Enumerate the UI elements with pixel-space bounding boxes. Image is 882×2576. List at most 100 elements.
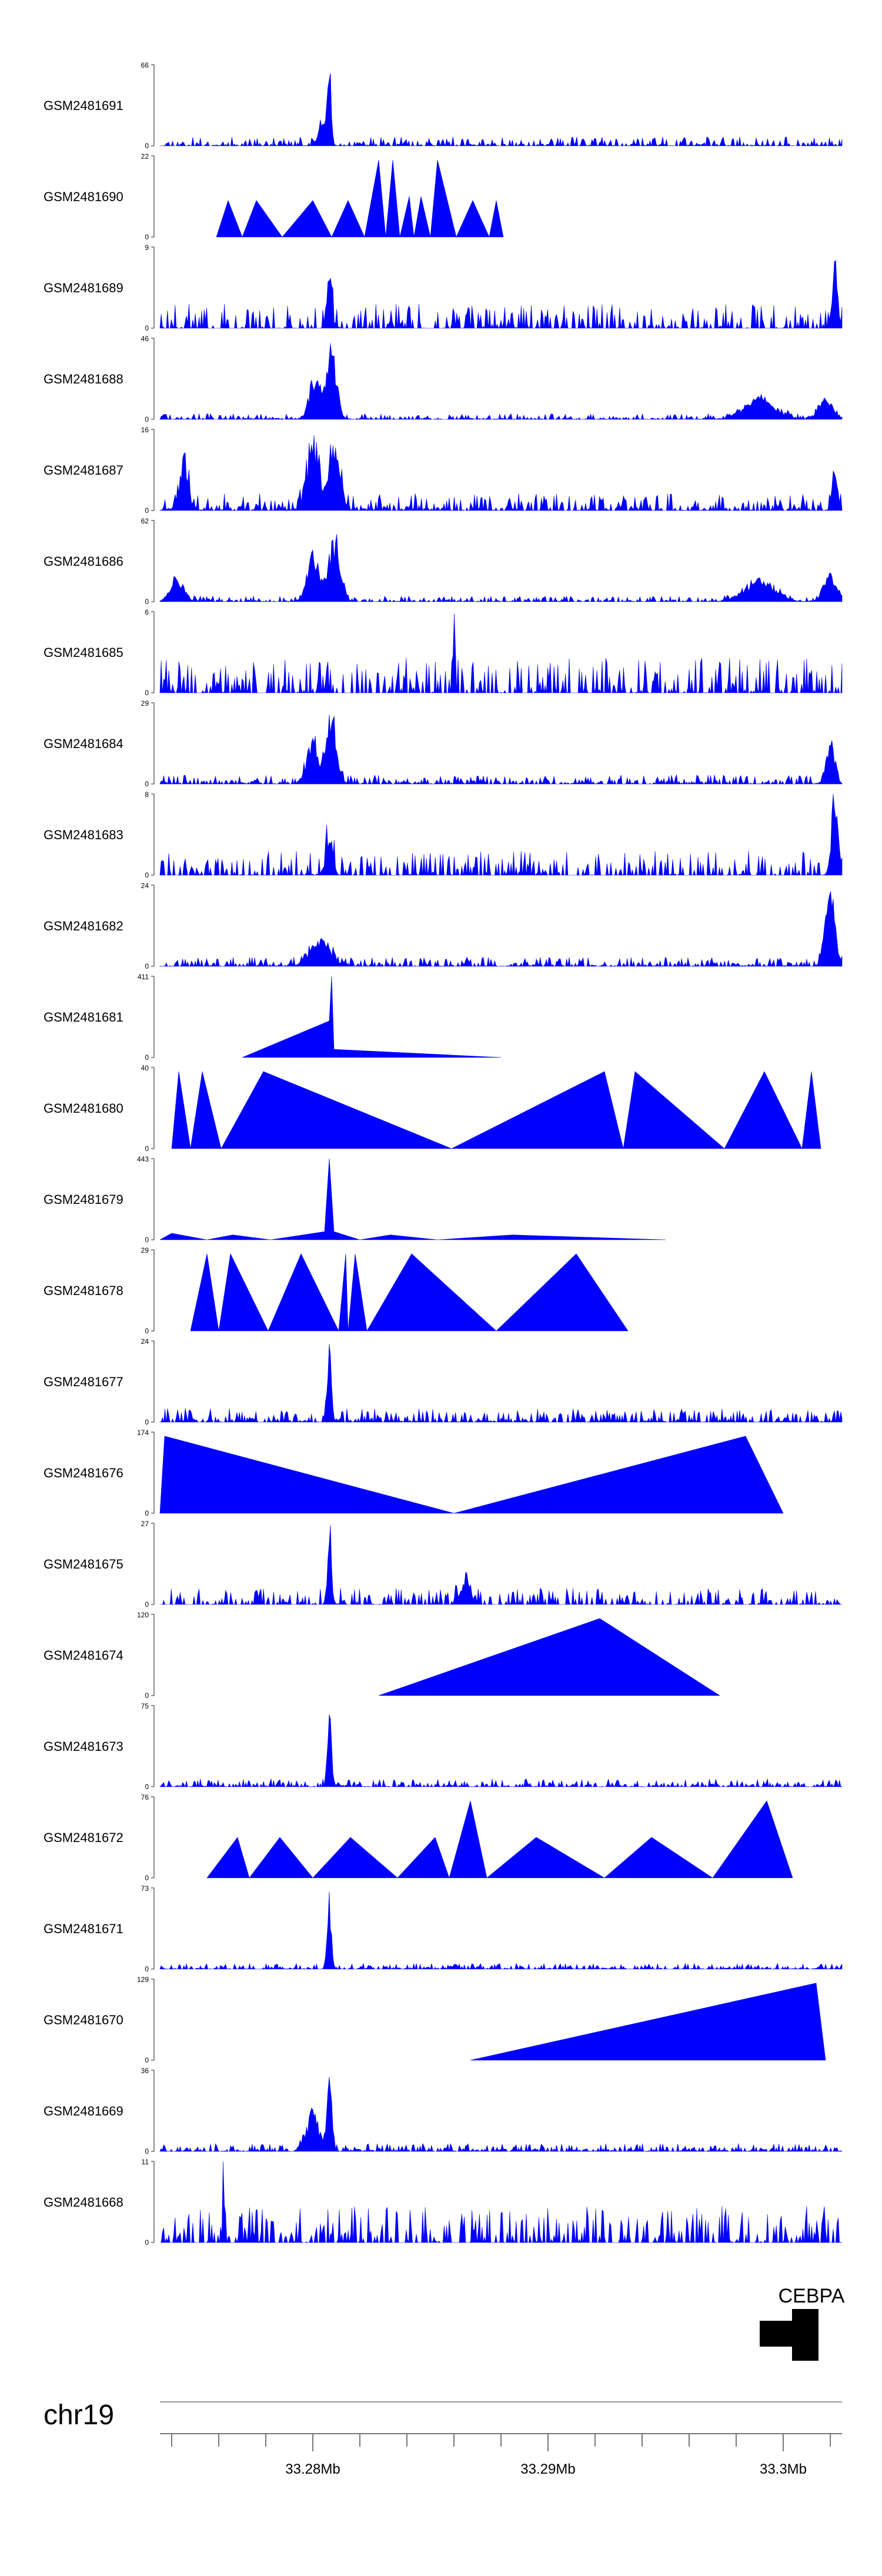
coverage-area xyxy=(159,534,843,603)
y-axis-max-label: 6 xyxy=(145,608,149,616)
track-label: GSM2481669 xyxy=(44,2104,123,2118)
track-label: GSM2481668 xyxy=(44,2195,123,2210)
track-label: GSM2481676 xyxy=(44,1466,123,1480)
y-axis-min-label: 0 xyxy=(145,506,149,515)
y-axis-min-label: 0 xyxy=(145,1874,149,1882)
y-axis-max-label: 8 xyxy=(145,790,149,799)
coverage-area xyxy=(159,793,843,876)
track-label: GSM2481670 xyxy=(44,2013,123,2027)
y-axis-min-label: 0 xyxy=(145,1327,149,1335)
track-GSM2481677: GSM2481677 24 0 xyxy=(44,1337,843,1426)
y-axis-max-label: 120 xyxy=(137,1611,149,1619)
coverage-area xyxy=(160,2161,843,2244)
y-axis-min-label: 0 xyxy=(145,780,149,788)
track-label: GSM2481680 xyxy=(44,1101,123,1116)
y-axis-min-label: 0 xyxy=(145,2056,149,2064)
y-axis-max-label: 174 xyxy=(137,1429,149,1437)
track-label: GSM2481689 xyxy=(44,281,123,295)
coverage-area xyxy=(159,343,843,421)
coverage-area xyxy=(160,1525,842,1606)
track-GSM2481689: GSM2481689 9 0 xyxy=(44,243,843,332)
y-axis-min-label: 0 xyxy=(145,1783,149,1791)
y-axis-max-label: 443 xyxy=(137,1155,149,1163)
y-axis-min-label: 0 xyxy=(145,1600,149,1609)
tick-label: 33.3Mb xyxy=(760,2461,807,2477)
track-label: GSM2481674 xyxy=(44,1648,123,1663)
y-axis-min-label: 0 xyxy=(145,1053,149,1062)
genome-axis: chr19 33.28Mb 33.29Mb 33.3Mb xyxy=(44,2400,842,2477)
coverage-area xyxy=(216,159,504,238)
coverage-area xyxy=(378,1618,721,1696)
y-axis-min-label: 0 xyxy=(145,1144,149,1153)
track-GSM2481681: GSM2481681 411 0 xyxy=(44,973,502,1062)
track-label: GSM2481687 xyxy=(44,463,123,478)
track-label: GSM2481686 xyxy=(44,554,123,569)
y-axis-max-label: 46 xyxy=(141,335,149,343)
track-panel: GSM2481691660GSM2481690220GSM248168990GS… xyxy=(44,61,843,2247)
y-axis-max-label: 22 xyxy=(141,152,149,161)
y-axis-max-label: 129 xyxy=(137,1976,149,1984)
y-axis-min-label: 0 xyxy=(145,415,149,423)
track-label: GSM2481678 xyxy=(44,1283,123,1298)
coverage-area xyxy=(171,1071,821,1150)
track-GSM2481688: GSM2481688 46 0 xyxy=(44,335,843,423)
y-axis-min-label: 0 xyxy=(145,1509,149,1517)
coverage-area xyxy=(159,1891,843,1970)
y-axis-min-label: 0 xyxy=(145,1418,149,1426)
track-GSM2481672: GSM2481672 76 0 xyxy=(44,1793,793,1882)
y-axis-min-label: 0 xyxy=(145,233,149,241)
y-axis-max-label: 73 xyxy=(141,1884,149,1893)
tick-label: 33.29Mb xyxy=(520,2461,575,2477)
gene-glyph xyxy=(760,2309,818,2361)
y-axis-max-label: 40 xyxy=(141,1064,149,1072)
chromosome-label: chr19 xyxy=(44,2400,114,2431)
y-axis-max-label: 36 xyxy=(141,2067,149,2075)
y-axis-max-label: 411 xyxy=(138,973,149,981)
track-GSM2481673: GSM2481673 75 0 xyxy=(44,1702,843,1791)
track-GSM2481682: GSM2481682 24 0 xyxy=(44,882,843,970)
track-label: GSM2481671 xyxy=(44,1921,123,1936)
gene-label-cebpa: CEBPA xyxy=(779,2285,845,2307)
track-label: GSM2481691 xyxy=(44,98,123,113)
track-GSM2481687: GSM2481687 16 0 xyxy=(44,426,843,515)
track-GSM2481691: GSM2481691 66 0 xyxy=(44,61,843,150)
track-GSM2481675: GSM2481675 27 0 xyxy=(44,1520,842,1609)
y-axis-min-label: 0 xyxy=(145,142,149,150)
y-axis-max-label: 66 xyxy=(141,61,149,69)
track-GSM2481680: GSM2481680 40 0 xyxy=(44,1064,821,1153)
track-label: GSM2481677 xyxy=(44,1374,123,1389)
track-label: GSM2481682 xyxy=(44,919,123,933)
coverage-area xyxy=(159,2077,843,2153)
coverage-area xyxy=(159,1158,666,1240)
y-axis-min-label: 0 xyxy=(145,871,149,879)
coverage-area xyxy=(242,976,502,1058)
track-GSM2481684: GSM2481684 29 0 xyxy=(44,699,843,788)
y-axis-min-label: 0 xyxy=(145,1965,149,1973)
track-label: GSM2481675 xyxy=(44,1557,123,1571)
y-axis-min-label: 0 xyxy=(145,962,149,970)
y-axis-min-label: 0 xyxy=(145,324,149,332)
coverage-area xyxy=(159,1436,784,1514)
track-GSM2481686: GSM2481686 62 0 xyxy=(44,517,843,606)
track-label: GSM2481673 xyxy=(44,1739,123,1754)
track-label: GSM2481688 xyxy=(44,372,123,386)
coverage-area xyxy=(159,715,843,785)
track-label: GSM2481683 xyxy=(44,827,123,842)
track-label: GSM2481690 xyxy=(44,189,123,204)
track-label: GSM2481679 xyxy=(44,1192,123,1207)
coverage-area xyxy=(159,1344,843,1423)
track-GSM2481690: GSM2481690 22 0 xyxy=(44,152,504,241)
y-axis-max-label: 16 xyxy=(141,426,149,434)
y-axis-max-label: 75 xyxy=(141,1702,149,1710)
gene-track: CEBPA xyxy=(760,2285,845,2361)
coverage-area xyxy=(159,73,843,147)
y-axis-max-label: 11 xyxy=(142,2158,149,2166)
y-axis-max-label: 24 xyxy=(141,1337,149,1346)
track-GSM2481669: GSM2481669 36 0 xyxy=(44,2067,843,2155)
track-GSM2481683: GSM2481683 8 0 xyxy=(44,790,843,879)
y-axis-max-label: 76 xyxy=(141,1793,149,1801)
track-GSM2481679: GSM2481679 443 0 xyxy=(44,1155,666,1244)
y-axis-min-label: 0 xyxy=(145,598,149,606)
track-GSM2481676: GSM2481676 174 0 xyxy=(44,1429,784,1517)
